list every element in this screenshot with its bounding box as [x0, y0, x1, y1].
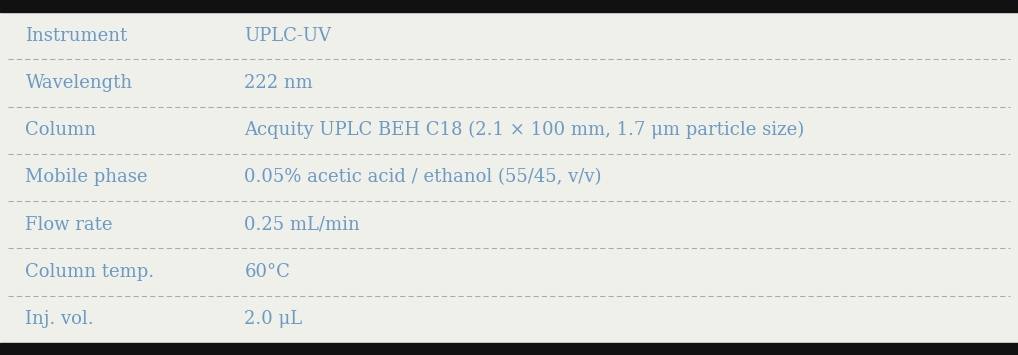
Text: Instrument: Instrument — [25, 27, 127, 45]
Text: Inj. vol.: Inj. vol. — [25, 310, 94, 328]
Text: Column temp.: Column temp. — [25, 263, 155, 281]
Text: Wavelength: Wavelength — [25, 74, 132, 92]
Text: 2.0 μL: 2.0 μL — [244, 310, 302, 328]
Text: 0.05% acetic acid / ethanol (55/45, v/v): 0.05% acetic acid / ethanol (55/45, v/v) — [244, 169, 602, 186]
Text: Column: Column — [25, 121, 97, 139]
Text: 222 nm: 222 nm — [244, 74, 314, 92]
Text: Flow rate: Flow rate — [25, 216, 113, 234]
Text: Acquity UPLC BEH C18 (2.1 × 100 mm, 1.7 μm particle size): Acquity UPLC BEH C18 (2.1 × 100 mm, 1.7 … — [244, 121, 804, 140]
Bar — [0, 343, 1018, 355]
Text: 60°C: 60°C — [244, 263, 290, 281]
Bar — [0, 0, 1018, 12]
Text: Mobile phase: Mobile phase — [25, 169, 148, 186]
Text: UPLC-UV: UPLC-UV — [244, 27, 332, 45]
Text: 0.25 mL/min: 0.25 mL/min — [244, 216, 360, 234]
